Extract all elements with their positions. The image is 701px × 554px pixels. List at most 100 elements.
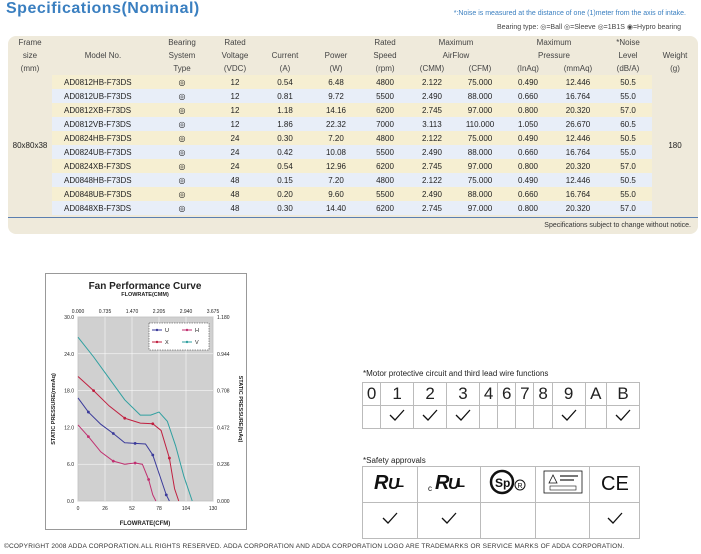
table-row: AD0824UB-F73DS ◎ 24 0.42 10.08 5500 2.490 88.00… [8, 145, 698, 159]
legend-label-U: U [165, 328, 169, 334]
cell-current: 1.18 [260, 103, 310, 117]
airflow-header-2: AirFlow [442, 51, 470, 60]
subject-note: Specifications subject to change without… [544, 222, 691, 229]
cell-power: 14.16 [310, 103, 362, 117]
cell-bearing: ◎ [154, 117, 210, 131]
pressure-header-2: Pressure [537, 51, 570, 60]
cell-cfm: 75.000 [456, 75, 504, 89]
y2-tick-label: 0.944 [217, 352, 230, 358]
top-axis-label: FLOWRATE(CMM) [121, 292, 169, 298]
table-row: AD0824XB-F73DS ◎ 24 0.54 12.96 6200 2.745 97.00… [8, 159, 698, 173]
cell-cmm: 2.745 [408, 103, 456, 117]
y2-tick-label: 0.708 [217, 389, 230, 395]
data-point-H [111, 459, 115, 463]
y-tick-label: 6.0 [67, 462, 74, 468]
data-point-U [111, 432, 115, 435]
weight-cell: 180 [668, 140, 682, 150]
current-unit: (A) [279, 64, 291, 73]
cell-bearing: ◎ [154, 173, 210, 187]
svg-text:U: U [448, 476, 460, 493]
legend-marker-V [185, 340, 189, 344]
empty-cell [515, 405, 535, 429]
cell-bearing: ◎ [154, 103, 210, 117]
motor-function-code: B [606, 382, 640, 406]
cell-mmaq: 12.446 [552, 75, 604, 89]
cell-power: 9.72 [310, 89, 362, 103]
cell-cfm: 110.000 [456, 117, 504, 131]
cell-voltage: 24 [210, 159, 260, 173]
check-icon [380, 405, 415, 429]
table-row: AD0848UB-F73DS ◎ 48 0.20 9.60 5500 2.490 88.000… [8, 187, 698, 201]
cell-power: 6.48 [310, 75, 362, 89]
cell-speed: 5500 [362, 145, 408, 159]
motor-function-code: 3 [446, 382, 481, 406]
table-row: 80x80x38 AD0812HB-F73DS ◎ 12 0.54 6.48 4800 2.1… [8, 75, 698, 150]
table-divider [8, 217, 698, 218]
cell-bearing: ◎ [154, 187, 210, 201]
motor-function-code: 1 [380, 382, 415, 406]
cell-speed: 6200 [362, 103, 408, 117]
series-line-H [77, 424, 157, 502]
motor-function-code: 4 [479, 382, 499, 406]
cell-inaq: 0.490 [504, 131, 552, 145]
cell-model: AD0812VB-F73DS [52, 117, 154, 131]
cell-noise: 57.0 [604, 103, 652, 117]
cell-noise: 57.0 [604, 159, 652, 173]
cell-cmm: 2.745 [408, 159, 456, 173]
motor-function-code: 8 [533, 382, 553, 406]
cell-noise: 57.0 [604, 201, 652, 215]
cell-model: AD0824XB-F73DS [52, 159, 154, 173]
top-tick-label: 0.000 [72, 309, 85, 315]
motor-function-code: 2 [413, 382, 448, 406]
cell-voltage: 48 [210, 187, 260, 201]
legend-label-X: X [165, 340, 169, 346]
cell-inaq: 0.660 [504, 145, 552, 159]
svg-text:R: R [435, 472, 450, 493]
cell-cmm: 2.490 [408, 187, 456, 201]
y-tick-label: 12.0 [64, 425, 74, 431]
cell-inaq: 0.800 [504, 159, 552, 173]
cell-cfm: 97.000 [456, 103, 504, 117]
cell-model: AD0824HB-F73DS [52, 131, 154, 145]
y-tick-label: 18.0 [64, 389, 74, 395]
check-icon [362, 502, 418, 539]
cell-mmaq: 16.764 [552, 89, 604, 103]
data-point-U [164, 493, 168, 497]
y-tick-label: 24.0 [64, 352, 74, 358]
empty-cell [584, 405, 608, 429]
cell-cfm: 75.000 [456, 131, 504, 145]
cell-model: AD0812HB-F73DS [52, 75, 154, 89]
cell-power: 7.20 [310, 131, 362, 145]
y2-tick-label: 1.180 [217, 315, 230, 321]
cell-cmm: 2.490 [408, 89, 456, 103]
cell-cmm: 2.745 [408, 201, 456, 215]
cell-inaq: 0.660 [504, 187, 552, 201]
empty-cell [479, 405, 499, 429]
empty-cell [497, 405, 517, 429]
table-row: AD0812VB-F73DS ◎ 12 1.86 22.32 7000 3.113 110.0… [8, 117, 698, 131]
cell-cfm: 75.000 [456, 173, 504, 187]
cell-model: AD0812XB-F73DS [52, 103, 154, 117]
cell-current: 0.54 [260, 75, 310, 89]
empty-cell [479, 502, 536, 539]
safety-section-label: *Safety approvals [363, 456, 426, 465]
cell-speed: 5500 [362, 89, 408, 103]
cell-inaq: 0.490 [504, 173, 552, 187]
cell-voltage: 12 [210, 75, 260, 89]
cell-mmaq: 12.446 [552, 131, 604, 145]
cell-speed: 4800 [362, 173, 408, 187]
cell-cfm: 88.000 [456, 187, 504, 201]
cell-speed: 4800 [362, 75, 408, 89]
bearing-header-3: Type [173, 64, 191, 73]
x-tick-label: 26 [102, 506, 108, 512]
speed-header-2: Speed [373, 51, 397, 60]
bearing-type-legend: Bearing type: ◎=Ball ◎=Sleeve ◎=1B1S ◉=H… [497, 24, 681, 31]
empty-cell [534, 502, 591, 539]
voltage-header-2: Voltage [221, 51, 249, 60]
cell-noise: 50.5 [604, 75, 652, 89]
cell-bearing: ◎ [154, 145, 210, 159]
data-point-H [86, 435, 90, 438]
